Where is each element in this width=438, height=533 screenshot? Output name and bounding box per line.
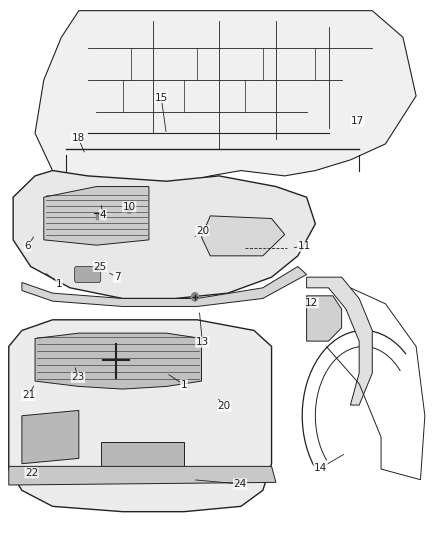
Text: 6: 6 xyxy=(24,241,31,251)
Text: 1: 1 xyxy=(180,380,187,390)
PathPatch shape xyxy=(22,410,79,464)
PathPatch shape xyxy=(307,296,342,341)
Text: 21: 21 xyxy=(22,391,35,400)
Text: 14: 14 xyxy=(314,463,327,473)
PathPatch shape xyxy=(13,171,315,298)
PathPatch shape xyxy=(307,277,372,405)
Text: 23: 23 xyxy=(71,373,85,382)
Text: 20: 20 xyxy=(218,401,231,411)
Text: 11: 11 xyxy=(298,241,311,251)
Text: 13: 13 xyxy=(196,337,209,347)
FancyBboxPatch shape xyxy=(74,266,101,282)
Text: 18: 18 xyxy=(71,133,85,142)
Circle shape xyxy=(126,205,133,213)
Text: 17: 17 xyxy=(351,116,364,126)
Text: 10: 10 xyxy=(123,202,136,212)
Text: 25: 25 xyxy=(93,262,106,271)
Text: 4: 4 xyxy=(99,210,106,220)
Circle shape xyxy=(191,293,198,301)
Text: 22: 22 xyxy=(25,468,38,478)
PathPatch shape xyxy=(35,333,201,389)
Text: 24: 24 xyxy=(233,479,247,489)
Text: 7: 7 xyxy=(113,272,120,282)
PathPatch shape xyxy=(35,11,416,197)
PathPatch shape xyxy=(201,216,285,256)
Text: 12: 12 xyxy=(305,298,318,308)
Text: 20: 20 xyxy=(196,226,209,236)
PathPatch shape xyxy=(22,266,307,306)
Text: 15: 15 xyxy=(155,93,168,102)
Text: 1: 1 xyxy=(56,279,63,288)
PathPatch shape xyxy=(9,466,276,485)
PathPatch shape xyxy=(44,187,149,245)
PathPatch shape xyxy=(9,320,272,512)
PathPatch shape xyxy=(101,442,184,480)
